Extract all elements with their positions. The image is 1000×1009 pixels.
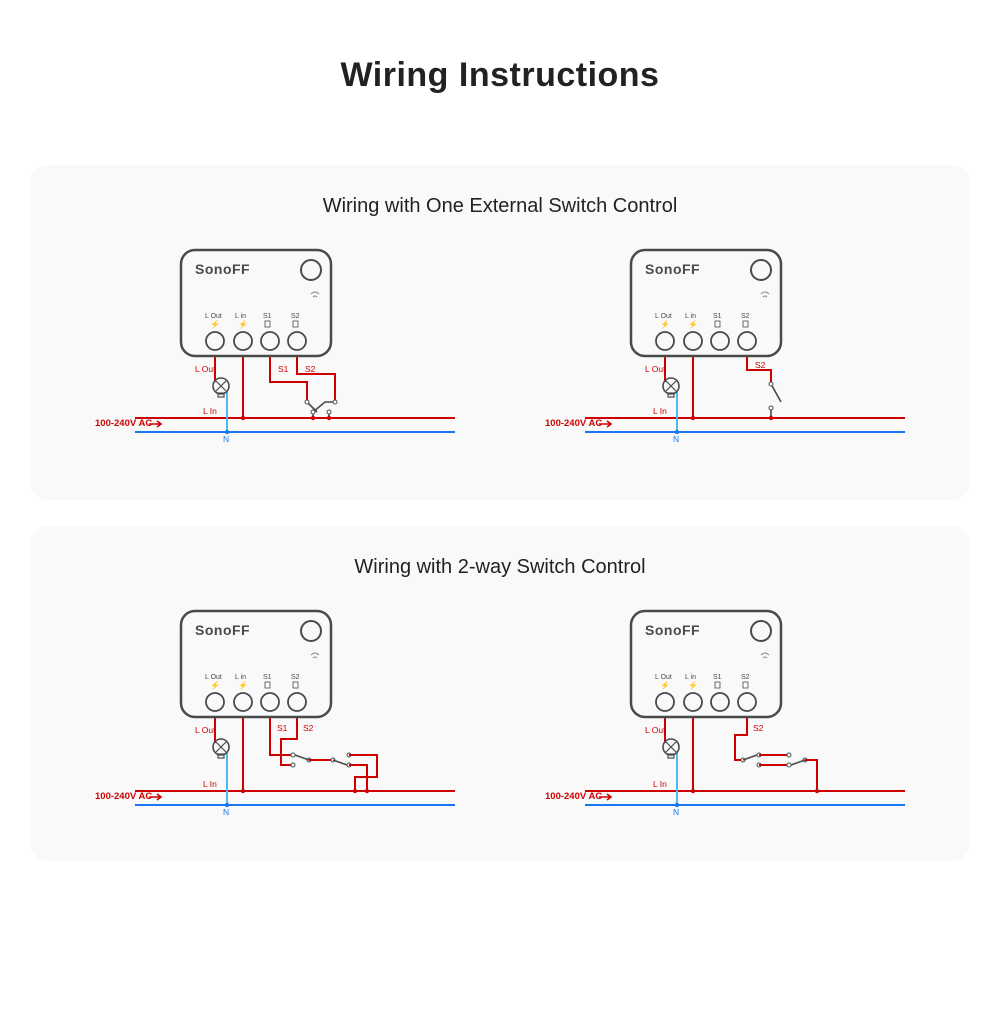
t-label-3: S2 <box>291 313 300 320</box>
t-label-0: L Out <box>655 313 672 320</box>
t-label-3: S2 <box>741 674 750 681</box>
label-s2: S2 <box>303 723 314 733</box>
svg-text:⚡: ⚡ <box>660 680 670 690</box>
t-label-3: S2 <box>741 313 750 320</box>
t-label-0: L Out <box>205 313 222 320</box>
label-lin: L In <box>203 406 217 416</box>
t-label-3: S2 <box>291 674 300 681</box>
t-label-1: L in <box>235 313 246 320</box>
t-label-1: L in <box>685 313 696 320</box>
t-label-0: L Out <box>655 674 672 681</box>
svg-text:⚡: ⚡ <box>238 680 248 690</box>
device: SonoFF L Out L in S1 S2 ⚡ ⚡ <box>181 611 331 717</box>
svg-text:⚡: ⚡ <box>660 319 670 329</box>
label-s2: S2 <box>305 364 316 374</box>
wire-s2 <box>735 711 747 760</box>
wiring-diagram-1: L Out S1 S2 L In N 100-240V AC SonoFF L … <box>95 244 455 464</box>
label-lout: L Out <box>195 725 216 735</box>
panel-two-way: Wiring with 2-way Switch Control <box>30 526 970 861</box>
wiring-diagram-4: L Out S2 L In N 100-240V AC SonoFF L Out… <box>545 605 905 825</box>
diagram-row-2: L Out S1 S2 L In N 100-240V AC SonoFF L … <box>50 605 950 825</box>
wire-s2 <box>297 350 335 402</box>
switch-spst <box>307 402 335 418</box>
wiring-diagram-3: L Out S1 S2 L In N 100-240V AC SonoFF L … <box>95 605 455 825</box>
label-lout: L Out <box>645 364 666 374</box>
t-label-2: S1 <box>713 313 722 320</box>
svg-text:⚡: ⚡ <box>210 680 220 690</box>
svg-text:⚡: ⚡ <box>210 319 220 329</box>
device: SonoFF L Out L in S1 S2 ⚡ ⚡ <box>181 250 331 356</box>
svg-text:⚡: ⚡ <box>238 319 248 329</box>
page-title: Wiring Instructions <box>0 0 1000 139</box>
panel-title-1: Wiring with One External Switch Control <box>50 195 950 218</box>
label-ac: 100-240V AC <box>545 418 602 429</box>
device: SonoFF L Out L in S1 S2 ⚡ ⚡ <box>631 611 781 717</box>
t-label-2: S1 <box>263 313 272 320</box>
label-ac: 100-240V AC <box>95 791 152 802</box>
device-brand: SonoFF <box>645 261 700 277</box>
label-s1: S1 <box>278 364 289 374</box>
panel-one-external: Wiring with One External Switch Control <box>30 165 970 500</box>
label-n: N <box>223 807 229 817</box>
device-brand: SonoFF <box>195 622 250 638</box>
t-label-1: L in <box>235 674 246 681</box>
label-lin: L In <box>653 406 667 416</box>
t-label-2: S1 <box>263 674 272 681</box>
switch-spst <box>771 384 781 418</box>
panel-title-2: Wiring with 2-way Switch Control <box>50 556 950 579</box>
label-lout: L Out <box>195 364 216 374</box>
device: SonoFF L Out L in S1 S2 ⚡ ⚡ <box>631 250 781 356</box>
label-lin: L In <box>203 779 217 789</box>
switch-spdt-2 <box>791 760 805 765</box>
switch-spdt-1 <box>743 755 757 760</box>
wire-s1 <box>270 350 307 402</box>
t-label-0: L Out <box>205 674 222 681</box>
label-lout: L Out <box>645 725 666 735</box>
switch-spdt-2 <box>333 760 347 765</box>
t-label-1: L in <box>685 674 696 681</box>
label-ac: 100-240V AC <box>545 791 602 802</box>
device-brand: SonoFF <box>645 622 700 638</box>
label-lin: L In <box>653 779 667 789</box>
label-s2: S2 <box>755 360 766 370</box>
wiring-diagram-2: L Out S2 L In N 100-240V AC SonoFF L Out… <box>545 244 905 464</box>
switch-spdt-1 <box>295 755 309 760</box>
svg-text:⚡: ⚡ <box>688 680 698 690</box>
label-n: N <box>673 434 679 444</box>
t-label-2: S1 <box>713 674 722 681</box>
diagram-row-1: L Out S1 S2 L In N 100-240V AC SonoFF L … <box>50 244 950 464</box>
label-s2: S2 <box>753 723 764 733</box>
label-n: N <box>673 807 679 817</box>
label-n: N <box>223 434 229 444</box>
label-s1: S1 <box>277 723 288 733</box>
device-brand: SonoFF <box>195 261 250 277</box>
svg-text:⚡: ⚡ <box>688 319 698 329</box>
label-ac: 100-240V AC <box>95 418 152 429</box>
